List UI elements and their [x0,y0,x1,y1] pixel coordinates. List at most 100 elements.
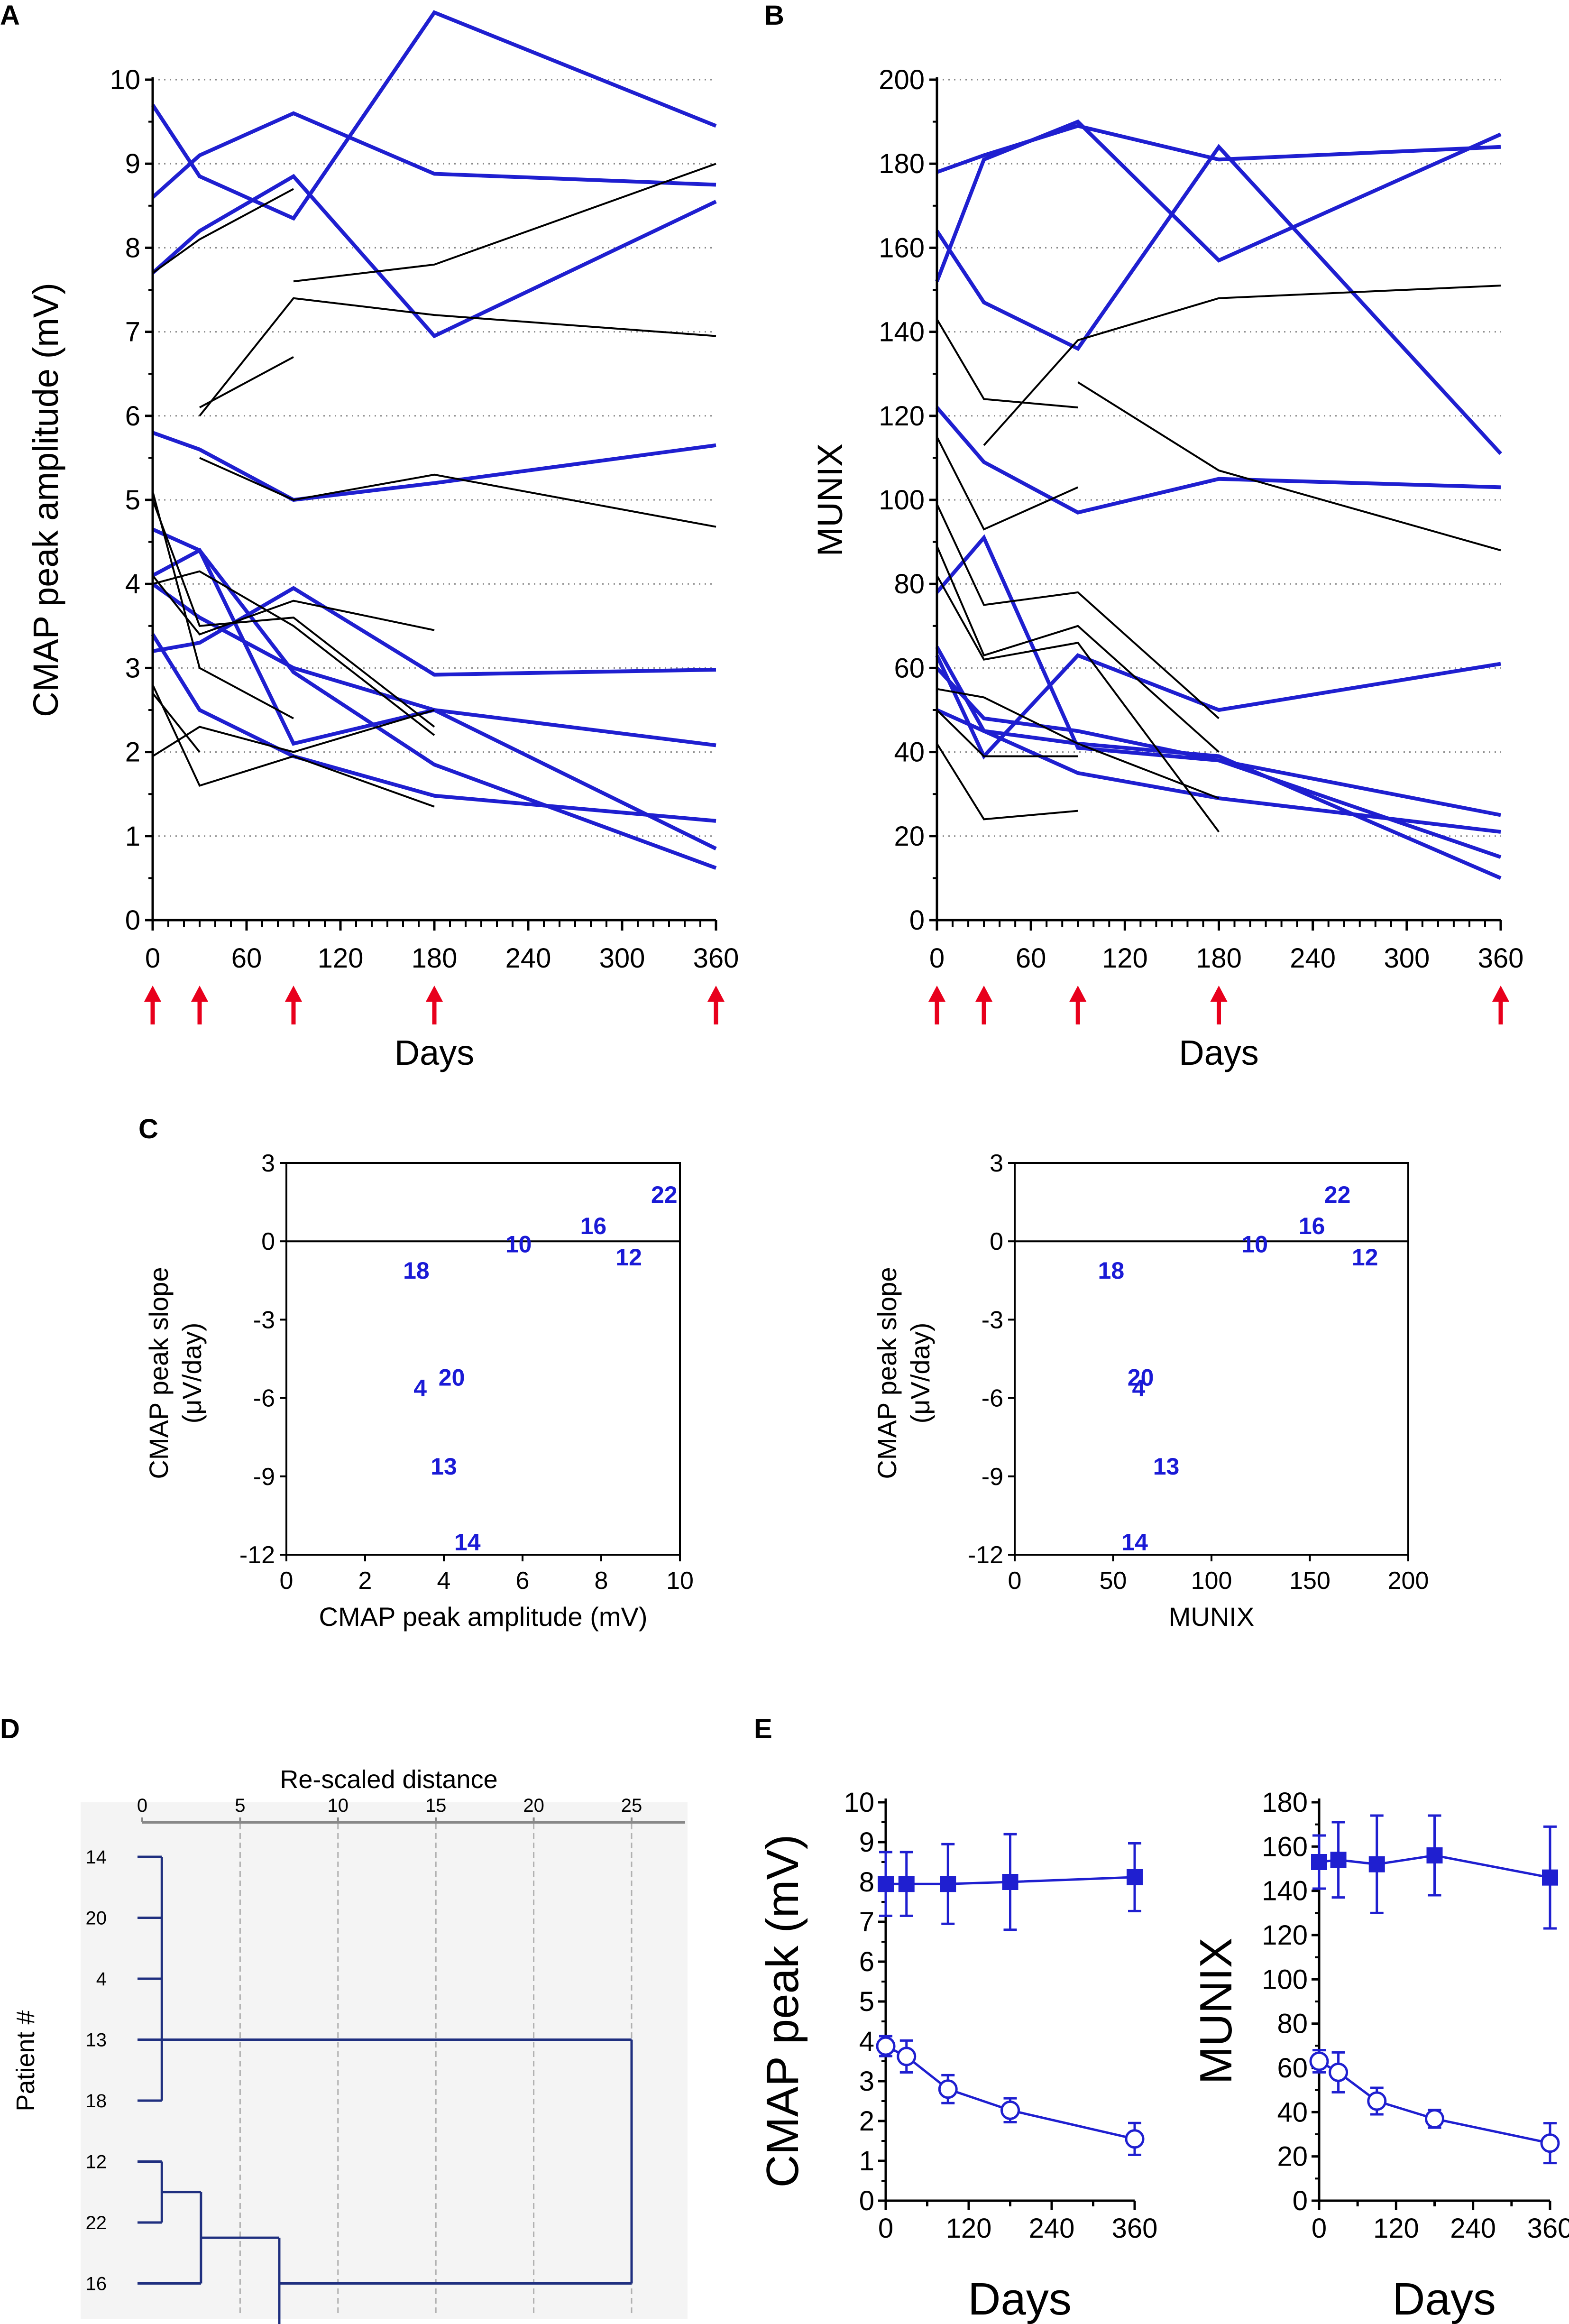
chart-c-slope-vs-cmap: -12 -9 -6 -3 0 3 0 2 4 6 8 10 22 16 10 12 18 20 4 13 14 CMAP … [144,1150,694,1632]
x-tick-label: 0 [137,1795,147,1816]
red-arrow-head [1210,986,1228,1002]
leaf-label: 14 [86,1847,107,1868]
filled-square-marker [940,1876,956,1892]
blue-series-line [936,666,1501,817]
x-tick-label: 0 [280,1567,294,1595]
blue-series-line [936,708,1501,834]
x-tick-label: 10 [328,1795,349,1816]
y-tick-label: 3 [125,653,140,683]
y-tick-label: -12 [239,1541,275,1569]
y-tick-label: 9 [125,148,140,179]
y-tick-label: 160 [879,232,925,263]
y-tick-label: 20 [894,821,925,852]
x-tick-label: 200 [1388,1567,1429,1595]
y-tick-label: 0 [125,905,140,936]
patient-point-label: 4 [413,1375,427,1402]
x-tick-label: 240 [1450,2213,1496,2244]
y-tick-label: 60 [1277,2053,1308,2084]
x-tick-label: 300 [599,943,645,974]
red-arrow-head [144,986,161,1002]
y-tick-label: -9 [253,1463,275,1491]
y-tick-label: 1 [859,2146,874,2176]
black-series-line [199,457,716,528]
patient-point-label: 22 [651,1181,678,1208]
panel-letter-d: D [0,1714,20,1744]
y-tick-label: 100 [879,485,925,516]
leaf-label: 12 [86,2152,107,2173]
open-circle-marker [897,2047,917,2066]
blue-series-line [151,10,717,221]
black-series-line [936,743,1078,821]
x-axis-title: Days [968,2274,1072,2324]
x-tick-label: 360 [1112,2213,1158,2244]
x-tick-label: 8 [595,1567,608,1595]
x-tick-label: 0 [1008,1567,1022,1595]
patient-point-label: 14 [454,1529,481,1555]
x-tick-label: 0 [1312,2213,1327,2244]
y-tick-label: 140 [879,317,925,348]
filled-square-marker [1426,1847,1443,1863]
x-tick-label: 5 [235,1795,245,1816]
black-series-line [936,436,1079,531]
patient-point-label: 13 [1153,1453,1180,1480]
panel-letter-e: E [754,1714,772,1744]
mean-series-line [1318,2060,1551,2145]
y-axis-title-line1: CMAP peak slope [872,1267,902,1479]
x-tick-label: 0 [929,943,945,974]
black-series-line [152,684,435,808]
open-circle-marker [1309,2051,1329,2071]
blue-series-line [151,633,716,823]
x-tick-label: 20 [523,1795,544,1816]
patient-point-label: 10 [505,1231,532,1258]
x-tick-label: 120 [946,2213,992,2244]
y-axis-title-line2: (μV/day) [177,1323,207,1424]
y-tick-label: -6 [982,1385,1003,1412]
open-circle-marker [1000,2100,1020,2120]
y-tick-label: 180 [879,148,925,179]
y-tick-label: 0 [859,2186,874,2216]
black-series-line [936,319,1078,409]
y-tick-label: 9 [859,1827,874,1858]
y-tick-label: -6 [253,1385,275,1412]
patient-point-label: 12 [615,1244,642,1271]
patient-point-label: 18 [403,1257,430,1284]
open-circle-marker [1329,2062,1349,2082]
leaf-label: 20 [86,1908,107,1929]
y-tick-label: 5 [125,485,140,516]
y-tick-label: 0 [261,1228,275,1255]
y-tick-label: 6 [125,401,140,432]
filled-square-marker [878,1876,894,1892]
open-circle-marker [876,2036,896,2056]
x-tick-label: 0 [145,943,160,974]
x-tick-label: 50 [1100,1567,1127,1595]
x-tick-label: 60 [231,943,262,974]
black-series-line [983,285,1501,446]
blue-series-line [152,431,716,502]
red-arrow-head [707,986,725,1002]
filled-square-marker [1330,1852,1347,1868]
patient-point-label: 16 [1299,1213,1325,1239]
red-arrow-head [975,986,993,1002]
y-tick-label: 40 [894,737,925,768]
y-tick-label: 20 [1277,2141,1308,2172]
open-circle-marker [1125,2129,1145,2149]
y-tick-label: 3 [859,2066,874,2097]
y-tick-label: -9 [982,1463,1003,1491]
leaf-label: 13 [86,2030,107,2051]
black-series-line [152,570,435,736]
open-circle-marker [1425,2109,1444,2129]
y-tick-label: 120 [1262,1920,1308,1951]
y-tick-label: 10 [844,1787,874,1818]
leaf-label: 4 [96,1969,107,1990]
blue-series-line [935,119,1502,282]
x-tick-label: 25 [621,1795,642,1816]
blue-series-line [152,547,716,747]
y-tick-label: 80 [1277,2009,1308,2039]
y-tick-label: 7 [859,1907,874,1937]
y-tick-label: 4 [125,569,140,599]
y-tick-label: -3 [982,1306,1003,1334]
blue-series-line [152,527,717,870]
plot-frame [1014,1162,1409,1556]
y-tick-label: 0 [990,1228,1003,1255]
plot-frame [285,1162,681,1556]
